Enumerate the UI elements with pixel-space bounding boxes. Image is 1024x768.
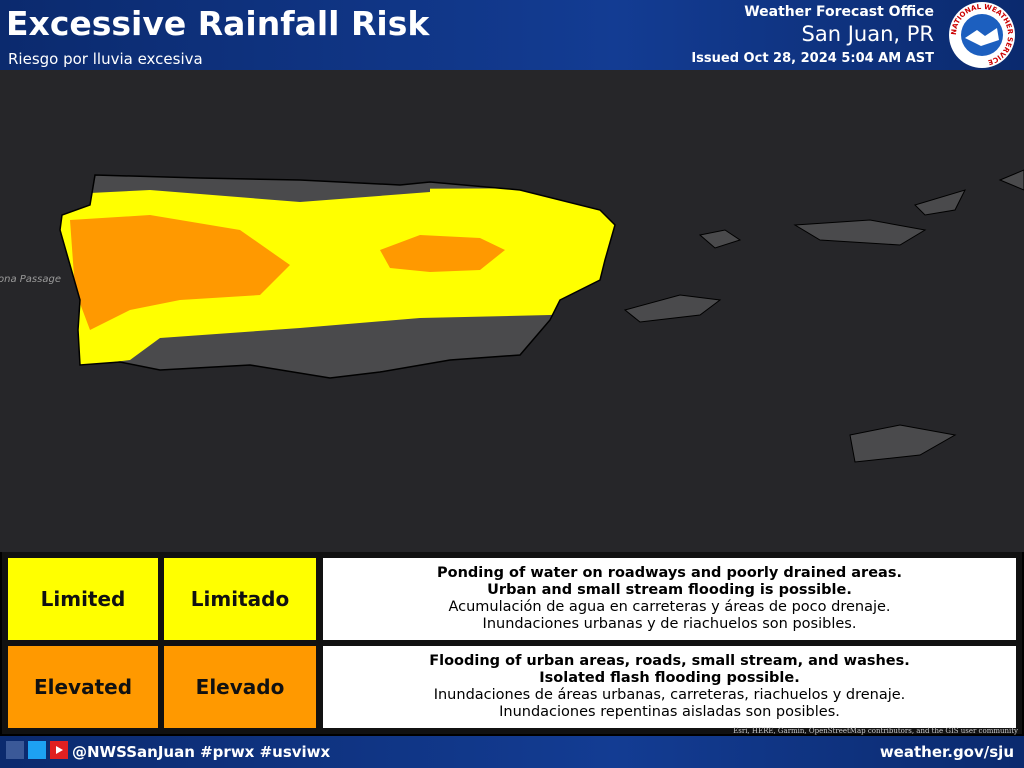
risk-label-en: Elevated — [8, 646, 158, 728]
description-line: Acumulación de agua en carreteras y área… — [448, 599, 891, 615]
risk-label-en: Limited — [8, 558, 158, 640]
issued: Issued Oct 28, 2024 5:04 AM AST — [691, 51, 934, 66]
title: Excessive Rainfall Risk — [6, 4, 430, 43]
url: weather.gov/sju — [879, 743, 1014, 761]
header: Excessive Rainfall Risk Riesgo por lluvi… — [0, 0, 1024, 70]
description-line: Inundaciones repentinas aisladas son pos… — [499, 704, 840, 720]
description-line: Inundaciones urbanas y de riachuelos son… — [482, 616, 857, 632]
location: San Juan, PR — [801, 22, 934, 46]
risk-label-es: Elevado — [164, 646, 316, 728]
risk-label-es: Limitado — [164, 558, 316, 640]
description-line: Isolated flash flooding possible. — [539, 670, 800, 686]
office: Weather Forecast Office — [744, 4, 934, 20]
description-line: Urban and small stream flooding is possi… — [487, 582, 852, 598]
map: ona Passage Esri, HERE, Garmin, OpenStre… — [0, 70, 1024, 552]
legend-row: Limited Limitado Ponding of water on roadw… — [8, 558, 1016, 640]
attribution: Esri, HERE, Garmin, OpenStreetMap contri… — [733, 727, 1018, 735]
social-icons — [6, 741, 68, 759]
legend: Limited Limitado Ponding of water on roadw… — [2, 552, 1022, 734]
handle: @NWSSanJuan #prwx #usviwx — [72, 743, 331, 761]
subtitle: Riesgo por lluvia excesiva — [8, 50, 203, 68]
description-line: Ponding of water on roadways and poorly … — [437, 565, 902, 581]
description-line: Flooding of urban areas, roads, small st… — [429, 653, 910, 669]
legend-row: Elevated Elevado Flooding of urban areas, … — [8, 646, 1016, 728]
map-label: ona Passage — [0, 274, 61, 285]
risk-description: Flooding of urban areas, roads, small st… — [323, 646, 1016, 728]
nws-logo: NATIONAL WEATHER SERVICE — [949, 2, 1015, 68]
description-line: Inundaciones de áreas urbanas, carretera… — [433, 687, 906, 703]
footer: @NWSSanJuan #prwx #usviwx weather.gov/sj… — [0, 736, 1024, 768]
risk-description: Ponding of water on roadways and poorly … — [323, 558, 1016, 640]
